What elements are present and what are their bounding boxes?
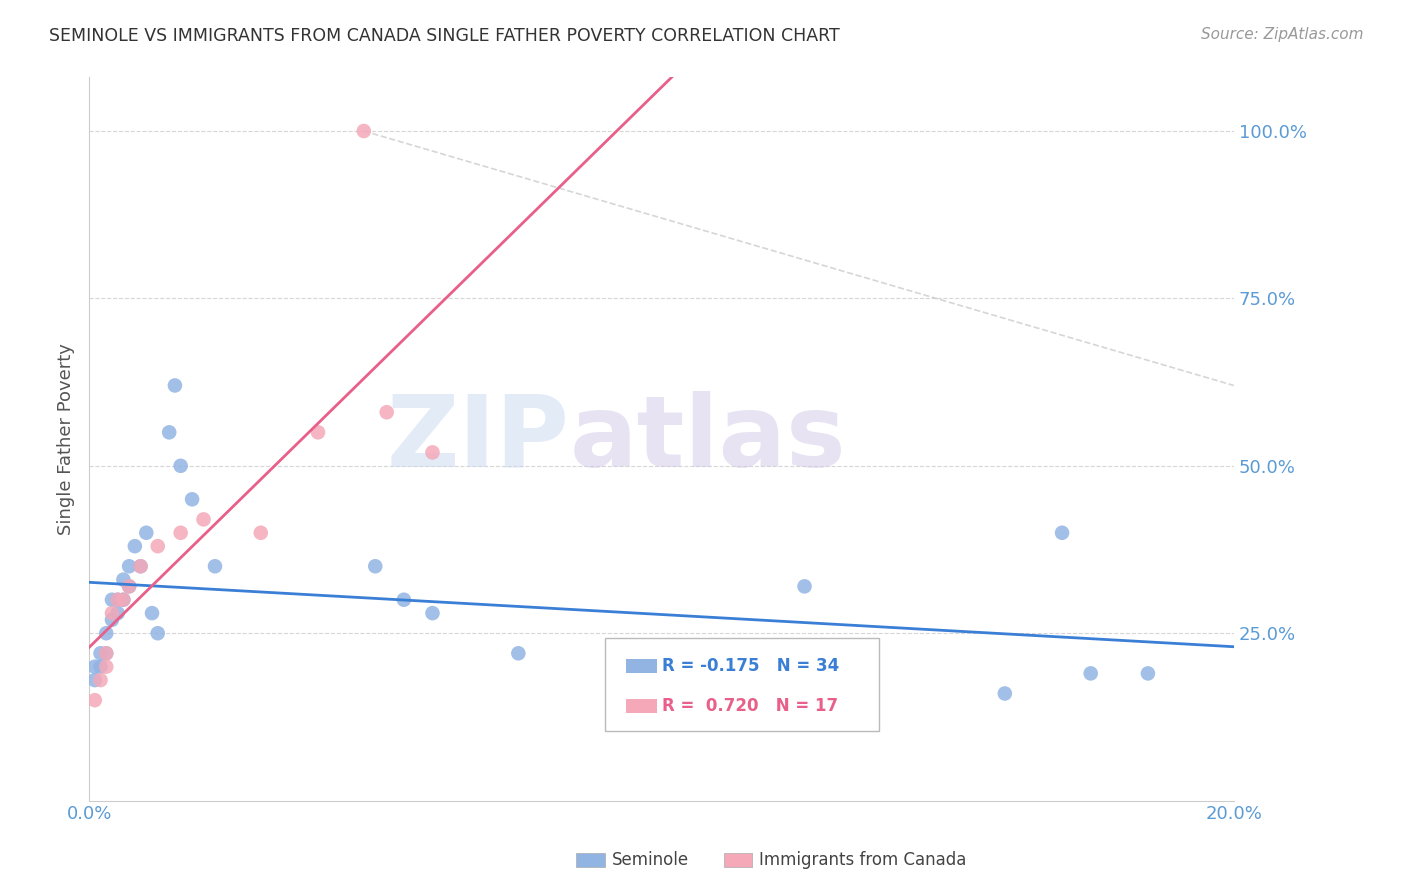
Point <box>101 606 124 620</box>
Point <box>1136 666 1159 681</box>
Point <box>307 425 329 440</box>
Point <box>364 559 387 574</box>
Point <box>392 592 415 607</box>
Point <box>112 573 135 587</box>
Point <box>129 559 152 574</box>
Point <box>96 646 118 660</box>
Point <box>375 405 398 419</box>
Point <box>101 592 124 607</box>
Point <box>107 592 129 607</box>
Point <box>101 613 124 627</box>
Text: atlas: atlas <box>569 391 846 488</box>
Y-axis label: Single Father Poverty: Single Father Poverty <box>58 343 75 535</box>
Point <box>135 525 157 540</box>
Point <box>141 606 163 620</box>
Point <box>89 659 111 673</box>
Point <box>994 686 1017 700</box>
Point <box>129 559 152 574</box>
Point <box>1080 666 1102 681</box>
Point <box>169 458 191 473</box>
Point <box>112 592 135 607</box>
Point <box>118 579 141 593</box>
Point <box>146 626 169 640</box>
Point <box>96 646 118 660</box>
Point <box>89 673 111 687</box>
Point <box>112 592 135 607</box>
Point <box>163 378 186 392</box>
Point <box>96 626 118 640</box>
Point <box>353 124 375 138</box>
Text: R =  0.720   N = 17: R = 0.720 N = 17 <box>662 697 838 714</box>
Point <box>107 592 129 607</box>
Point <box>249 525 271 540</box>
Point <box>146 539 169 553</box>
Point <box>83 673 105 687</box>
Point <box>157 425 180 440</box>
Text: Source: ZipAtlas.com: Source: ZipAtlas.com <box>1201 27 1364 42</box>
Point <box>96 659 118 673</box>
Point <box>118 579 141 593</box>
Point <box>621 673 644 687</box>
Point <box>422 606 444 620</box>
Point <box>89 646 111 660</box>
Text: R = -0.175   N = 34: R = -0.175 N = 34 <box>662 657 839 675</box>
Point <box>83 693 105 707</box>
Text: Immigrants from Canada: Immigrants from Canada <box>759 851 966 869</box>
Point <box>204 559 226 574</box>
Point <box>793 579 815 593</box>
Point <box>508 646 530 660</box>
Text: ZIP: ZIP <box>387 391 569 488</box>
Text: SEMINOLE VS IMMIGRANTS FROM CANADA SINGLE FATHER POVERTY CORRELATION CHART: SEMINOLE VS IMMIGRANTS FROM CANADA SINGL… <box>49 27 839 45</box>
Point <box>181 492 204 507</box>
Point <box>107 606 129 620</box>
Point <box>193 512 215 526</box>
Point <box>118 559 141 574</box>
Point <box>124 539 146 553</box>
Point <box>1050 525 1073 540</box>
Point <box>422 445 444 459</box>
Text: Seminole: Seminole <box>612 851 689 869</box>
Point <box>83 659 105 673</box>
Point <box>169 525 191 540</box>
